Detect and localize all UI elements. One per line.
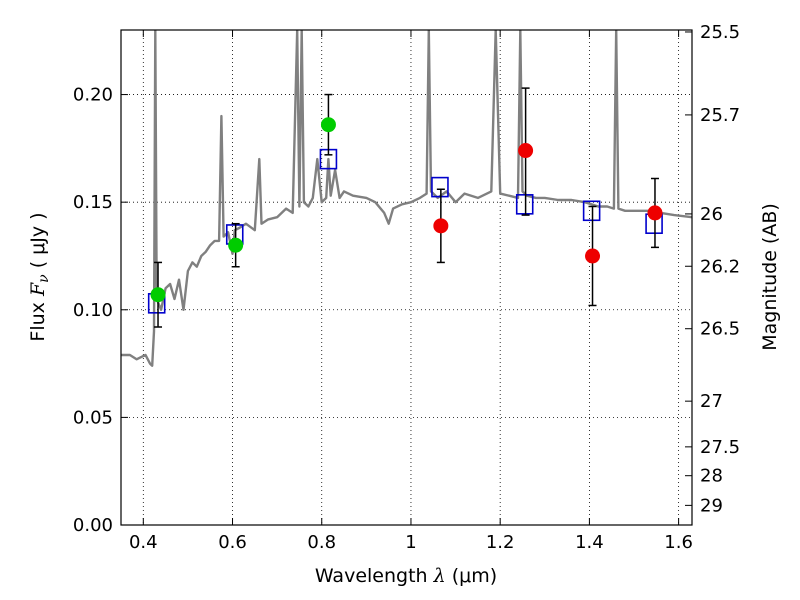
y-tick-label: 0.00	[73, 515, 113, 536]
y2-tick-label: 28	[700, 466, 723, 487]
x-tick-label: 1	[405, 532, 416, 553]
y-tick-label: 0.15	[73, 192, 113, 213]
x-tick-label: 0.4	[129, 532, 158, 553]
x-tick-label: 1.2	[486, 532, 515, 553]
x-tick-label: 0.8	[307, 532, 336, 553]
y-axis-title: Flux Fν ( μJy )	[27, 212, 52, 341]
observed-point-red	[433, 218, 449, 234]
model-spectrum-line	[121, 30, 692, 367]
y2-tick-label: 26.5	[700, 319, 740, 340]
y-tick-label: 0.05	[73, 407, 113, 428]
x-tick-label: 1.4	[575, 532, 604, 553]
model-photometry-square	[582, 200, 601, 222]
y2-tick-label: 27.5	[700, 437, 740, 458]
y2-tick-label: 26.2	[700, 256, 740, 277]
x-axis-title: Wavelength λ (μm)	[315, 565, 497, 587]
observed-point-green	[150, 287, 166, 303]
observed-point-green	[228, 237, 244, 253]
y2-axis: 25.5 25.7 26 26.2 26.5 27 27.5 28 29	[685, 22, 740, 516]
x-tick-label: 0.6	[218, 532, 247, 553]
y2-tick-label: 25.7	[700, 105, 740, 126]
plot-frame	[120, 29, 693, 526]
observed-point-red	[518, 143, 534, 159]
y2-tick-label: 27	[700, 391, 723, 412]
x-axis: 0.4 0.6 0.8 1 1.2 1.4 1.6	[129, 30, 693, 553]
model-photometry-square	[431, 176, 449, 198]
y-tick-label: 0.20	[73, 85, 113, 106]
y-tick-label: 0.10	[73, 300, 113, 321]
y2-tick-label: 29	[700, 495, 723, 516]
x-tick-label: 1.6	[664, 532, 693, 553]
y2-tick-label: 25.5	[700, 22, 740, 43]
observed-point-red	[647, 205, 663, 221]
plot-content	[121, 30, 692, 367]
y-axis: 0.00 0.05 0.10 0.15 0.20	[73, 85, 128, 536]
observed-point-green	[320, 117, 336, 133]
y2-tick-label: 26	[700, 204, 723, 225]
observed-point-red	[585, 248, 601, 264]
y2-axis-title: Magnitude (AB)	[759, 203, 781, 351]
model-photometry-square	[515, 194, 534, 215]
grid-lines	[121, 30, 692, 526]
